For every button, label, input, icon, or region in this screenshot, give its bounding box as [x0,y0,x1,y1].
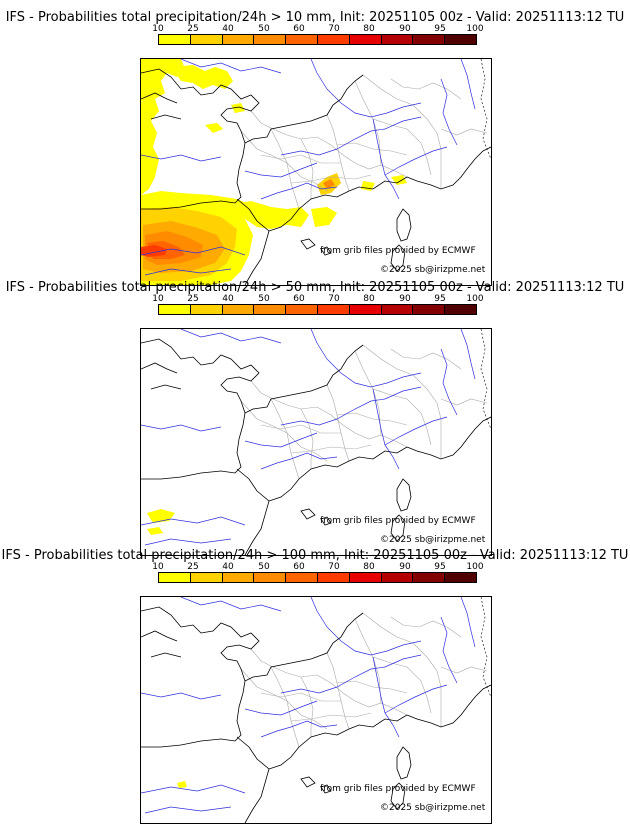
precip-area [311,207,337,227]
tick-label: 40 [222,562,234,572]
map-svg [141,59,491,285]
tick-label: 95 [434,562,446,572]
colorbar-segment [159,35,191,44]
colorbar-segment [317,573,350,582]
colorbar-segment [445,573,476,582]
colorbar-segment [381,35,414,44]
colorbar-segment [349,305,382,314]
tick-label: 95 [434,294,446,304]
colorbar-segment [190,305,223,314]
precip-area [171,65,233,89]
colorbar-segment [159,305,191,314]
colorbar-ticks: 10 25 40 50 60 70 80 90 95 100 [152,562,483,572]
colorbar-segment [286,305,318,314]
tick-label: 10 [152,562,164,572]
colorbar-ticks: 10 25 40 50 60 70 80 90 95 100 [152,294,483,304]
colorbar-segment [349,573,382,582]
tick-label: 70 [328,294,340,304]
colorbar-segment [286,35,318,44]
data-credit: from grib files provided by ECMWF [320,516,476,526]
colorbar-segment [190,35,223,44]
tick-label: 90 [399,294,411,304]
precip-area [231,103,245,113]
map-svg [141,329,491,555]
precip-map [140,596,492,824]
colorbar [158,572,477,583]
tick-label: 25 [187,562,199,572]
precip-area [361,181,375,191]
copyright-credit: ©2025 sb@irizpme.net [380,535,486,545]
precip-area [147,527,163,535]
tick-label: 40 [222,24,234,34]
tick-label: 10 [152,294,164,304]
colorbar-segment [413,573,446,582]
colorbar-segment [254,35,287,44]
tick-label: 50 [258,24,270,34]
precip-area [229,201,309,229]
map-svg [141,597,491,823]
tick-label: 90 [399,562,411,572]
tick-label: 10 [152,24,164,34]
tick-label: 80 [363,24,375,34]
data-credit: from grib files provided by ECMWF [320,246,476,256]
colorbar [158,304,477,315]
colorbar-segment [413,305,446,314]
precip-area [205,123,223,133]
colorbar-segment [222,305,255,314]
tick-label: 100 [466,24,484,34]
tick-label: 80 [363,562,375,572]
tick-label: 90 [399,24,411,34]
colorbar-segment [222,35,255,44]
precip-area [141,59,185,195]
tick-label: 25 [187,24,199,34]
panel-title: IFS - Probabilities total precipitation/… [5,280,625,295]
colorbar-segment [445,305,476,314]
tick-label: 100 [466,562,484,572]
colorbar-segment [445,35,476,44]
colorbar-ticks: 10 25 40 50 60 70 80 90 95 100 [152,24,483,34]
colorbar-segment [317,305,350,314]
colorbar-segment [254,573,287,582]
tick-label: 60 [293,562,305,572]
map-panel-50mm: IFS - Probabilities total precipitation/… [0,280,630,556]
map-panel-100mm: IFS - Probabilities total precipitation/… [0,548,630,824]
tick-label: 25 [187,294,199,304]
precip-area [323,179,335,189]
tick-label: 100 [466,294,484,304]
tick-label: 40 [222,294,234,304]
panel-title: IFS - Probabilities total precipitation/… [5,10,625,25]
data-credit: from grib files provided by ECMWF [320,784,476,794]
tick-label: 60 [293,24,305,34]
colorbar-segment [317,35,350,44]
colorbar-segment [381,305,414,314]
tick-label: 50 [258,294,270,304]
tick-label: 70 [328,24,340,34]
tick-label: 60 [293,294,305,304]
colorbar-segment [286,573,318,582]
copyright-credit: ©2025 sb@irizpme.net [380,265,486,275]
colorbar-segment [381,573,414,582]
colorbar-segment [254,305,287,314]
precip-map [140,328,492,556]
colorbar [158,34,477,45]
colorbar-segment [413,35,446,44]
colorbar-segment [349,35,382,44]
colorbar-segment [222,573,255,582]
colorbar-segment [190,573,223,582]
tick-label: 50 [258,562,270,572]
copyright-credit: ©2025 sb@irizpme.net [380,803,486,813]
precip-area [391,175,407,185]
tick-label: 80 [363,294,375,304]
panel-title: IFS - Probabilities total precipitation/… [1,548,629,563]
colorbar-segment [159,573,191,582]
map-panel-10mm: IFS - Probabilities total precipitation/… [0,10,630,286]
precip-area [177,781,187,788]
tick-label: 95 [434,24,446,34]
precip-map [140,58,492,286]
tick-label: 70 [328,562,340,572]
